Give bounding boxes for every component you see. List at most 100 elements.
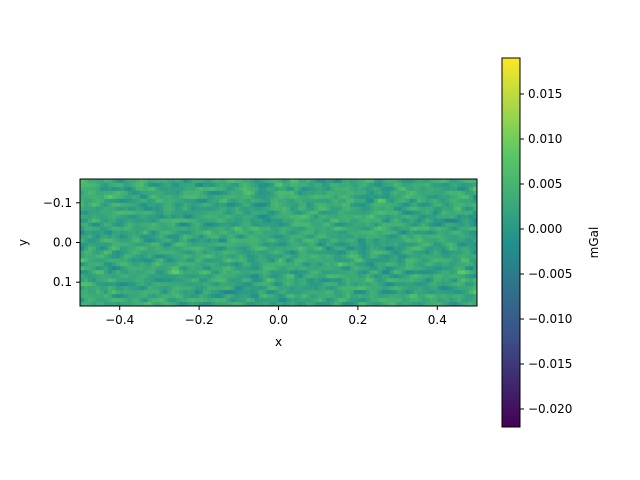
heatmap-cell bbox=[234, 254, 240, 259]
heatmap-cell bbox=[306, 250, 311, 255]
heatmap-cell bbox=[334, 190, 339, 196]
heatmap-cell bbox=[417, 179, 422, 184]
heatmap-cell bbox=[187, 238, 192, 243]
heatmap-cell bbox=[99, 238, 105, 243]
heatmap-cell bbox=[234, 218, 240, 224]
heatmap-cell bbox=[381, 286, 387, 291]
heatmap-cell bbox=[302, 254, 307, 259]
heatmap-cell bbox=[349, 226, 355, 231]
heatmap-cell bbox=[143, 302, 148, 307]
heatmap-cell bbox=[179, 246, 184, 251]
heatmap-cell bbox=[274, 238, 279, 243]
heatmap-cell bbox=[131, 270, 136, 275]
heatmap-cell bbox=[286, 234, 291, 239]
heatmap-cell bbox=[254, 182, 260, 188]
heatmap-cell bbox=[103, 274, 109, 279]
heatmap-cell bbox=[409, 270, 414, 275]
heatmap-cell bbox=[294, 254, 299, 259]
heatmap-cell bbox=[207, 250, 212, 255]
heatmap-cell bbox=[465, 238, 470, 243]
heatmap-cell bbox=[405, 242, 410, 247]
heatmap-cell bbox=[282, 202, 287, 208]
heatmap-cell bbox=[326, 290, 331, 295]
heatmap-cell bbox=[175, 214, 180, 220]
heatmap-cell bbox=[425, 274, 430, 279]
heatmap-cell bbox=[286, 274, 291, 279]
heatmap-cell bbox=[246, 218, 252, 224]
heatmap-cell bbox=[413, 218, 418, 224]
heatmap-cell bbox=[381, 278, 387, 283]
heatmap-cell bbox=[266, 294, 271, 299]
heatmap-cell bbox=[143, 230, 148, 235]
heatmap-cell bbox=[417, 290, 422, 295]
heatmap-cell bbox=[103, 242, 109, 247]
heatmap-cell bbox=[441, 274, 446, 279]
heatmap-cell bbox=[131, 294, 136, 299]
heatmap-cell bbox=[318, 202, 323, 208]
heatmap-cell bbox=[306, 230, 311, 235]
heatmap-cell bbox=[274, 286, 279, 291]
heatmap-cell bbox=[353, 302, 359, 307]
heatmap-cell bbox=[417, 258, 422, 263]
heatmap-cell bbox=[469, 298, 474, 303]
heatmap-cell bbox=[135, 290, 140, 295]
heatmap-cell bbox=[409, 254, 414, 259]
heatmap-cell bbox=[80, 238, 85, 243]
heatmap-cell bbox=[254, 262, 260, 267]
heatmap-cell bbox=[377, 278, 383, 283]
heatmap-cell bbox=[139, 198, 144, 204]
heatmap-cell bbox=[147, 198, 152, 204]
heatmap-cell bbox=[302, 238, 307, 243]
heatmap-cell bbox=[127, 274, 133, 279]
heatmap-cell bbox=[119, 206, 125, 212]
heatmap-cell bbox=[111, 270, 117, 275]
heatmap-cell bbox=[433, 298, 438, 303]
heatmap-cell bbox=[99, 210, 105, 216]
heatmap-cell bbox=[80, 246, 85, 251]
heatmap-cell bbox=[250, 214, 256, 220]
heatmap-cell bbox=[397, 226, 402, 231]
heatmap-cell bbox=[242, 274, 248, 279]
heatmap-cell bbox=[393, 294, 398, 299]
heatmap-cell bbox=[258, 274, 264, 279]
heatmap-cell bbox=[211, 190, 216, 196]
heatmap-cell bbox=[234, 258, 240, 263]
heatmap-cell bbox=[230, 186, 236, 192]
heatmap-cell bbox=[278, 210, 283, 216]
heatmap-cell bbox=[441, 226, 446, 231]
heatmap-cell bbox=[298, 194, 303, 200]
heatmap-cell bbox=[401, 190, 406, 196]
heatmap-cell bbox=[83, 222, 89, 228]
heatmap-cell bbox=[207, 298, 212, 303]
heatmap-cell bbox=[290, 282, 295, 287]
heatmap-cell bbox=[290, 274, 295, 279]
heatmap-cell bbox=[342, 286, 347, 291]
heatmap-cell bbox=[207, 202, 212, 208]
heatmap-cell bbox=[155, 286, 160, 291]
heatmap-cell bbox=[290, 290, 295, 295]
heatmap-cell bbox=[342, 198, 347, 204]
heatmap-cell bbox=[385, 254, 391, 259]
heatmap-cell bbox=[163, 250, 168, 255]
heatmap-cell bbox=[417, 210, 422, 216]
heatmap-cell bbox=[377, 186, 383, 192]
heatmap-cell bbox=[282, 286, 287, 291]
heatmap-cell bbox=[80, 298, 85, 303]
heatmap-cell bbox=[373, 202, 379, 208]
heatmap-cell bbox=[115, 234, 121, 239]
heatmap-cell bbox=[357, 254, 363, 259]
heatmap-cell bbox=[218, 230, 224, 235]
heatmap-cell bbox=[302, 218, 307, 224]
heatmap-cell bbox=[278, 302, 283, 307]
heatmap-cell bbox=[278, 242, 283, 247]
heatmap-cell bbox=[115, 198, 121, 204]
heatmap-cell bbox=[457, 286, 462, 291]
heatmap-cell bbox=[151, 242, 156, 247]
heatmap-cell bbox=[87, 290, 93, 295]
heatmap-cell bbox=[349, 242, 355, 247]
heatmap-cell bbox=[95, 294, 101, 299]
heatmap-cell bbox=[306, 222, 311, 228]
heatmap-cell bbox=[163, 206, 168, 212]
heatmap-cell bbox=[119, 222, 125, 228]
heatmap-cell bbox=[345, 198, 351, 204]
